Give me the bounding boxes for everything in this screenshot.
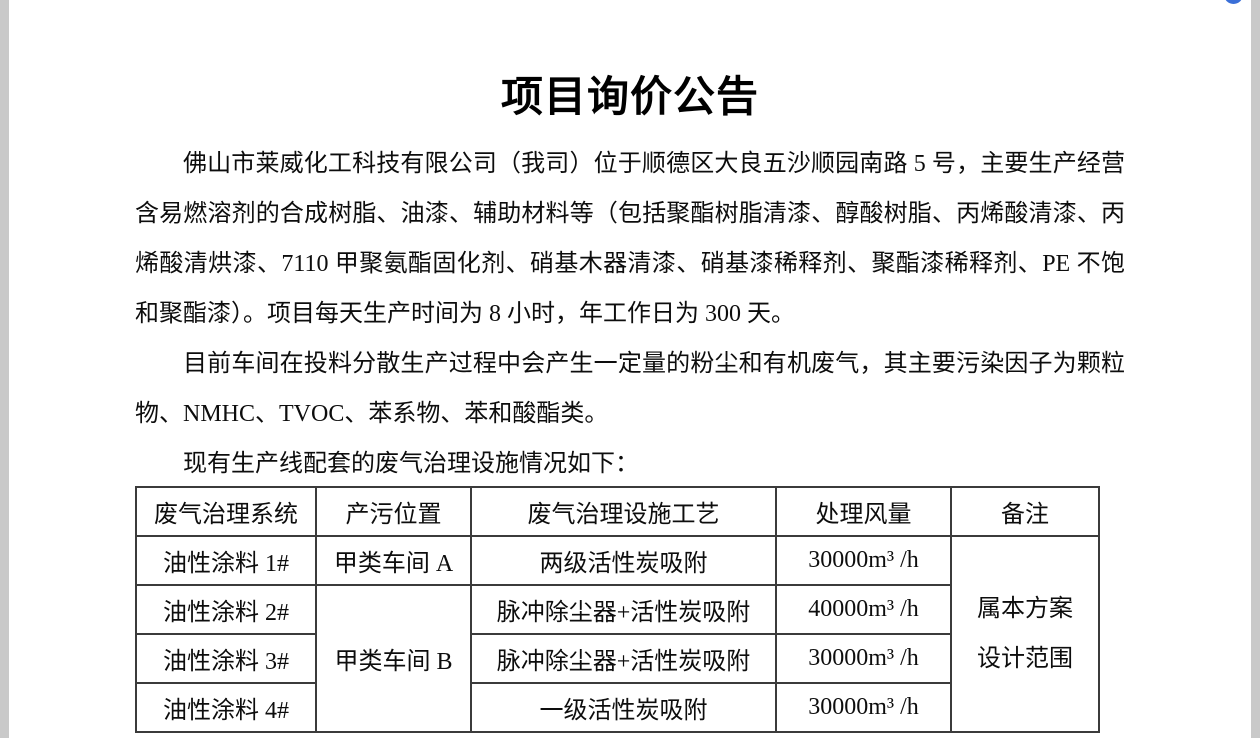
- cell-airflow: 40000m³ /h: [775, 584, 952, 635]
- header-cell-process: 废气治理设施工艺: [470, 486, 777, 537]
- remark-line-2: 设计范围: [977, 646, 1073, 672]
- table-row: 油性涂料 1# 甲类车间 A 两级活性炭吸附 30000m³ /h 属本方案 设…: [135, 535, 1100, 733]
- header-cell-location: 产污位置: [315, 486, 472, 537]
- cell-process: 脉冲除尘器+活性炭吸附: [470, 633, 777, 684]
- table-row: 油性涂料 2# 甲类车间 B 脉冲除尘器+活性炭吸附 40000m³ /h: [135, 584, 1099, 733]
- cell-airflow: 30000m³ /h: [775, 535, 952, 586]
- table-row: 油性涂料 4# 一级活性炭吸附 30000m³ /h: [135, 682, 1099, 733]
- cell-remark-merged: 属本方案 设计范围: [950, 535, 1100, 733]
- cell-process: 脉冲除尘器+活性炭吸附: [470, 584, 777, 635]
- page-title: 项目询价公告: [500, 75, 759, 121]
- cell-location: 甲类车间 A: [315, 535, 472, 586]
- scrollbar-track[interactable]: [1251, 0, 1260, 738]
- cell-process: 一级活性炭吸附: [470, 682, 777, 733]
- cell-system: 油性涂料 1#: [135, 535, 317, 586]
- paragraph-table-lead-in: 现有生产线配套的废气治理设施情况如下：: [183, 451, 639, 477]
- paragraph-company-intro: 佛山市莱威化工科技有限公司（我司）位于顺德区大良五沙顺园南路 5 号，主要生产经…: [135, 151, 1125, 327]
- header-cell-airflow: 处理风量: [775, 486, 952, 537]
- table-row: 油性涂料 3# 脉冲除尘器+活性炭吸附 30000m³ /h: [135, 633, 1099, 684]
- blue-dot-icon[interactable]: [1224, 0, 1243, 4]
- document-body: 佛山市莱威化工科技有限公司（我司）位于顺德区大良五沙顺园南路 5 号，主要生产经…: [135, 139, 1125, 489]
- cell-system: 油性涂料 2#: [135, 584, 317, 635]
- paragraph-pollutants: 目前车间在投料分散生产过程中会产生一定量的粉尘和有机废气，其主要污染因子为颗粒物…: [135, 351, 1125, 427]
- header-cell-system: 废气治理系统: [135, 486, 317, 537]
- remark-line-1: 属本方案: [977, 596, 1073, 622]
- cell-airflow: 30000m³ /h: [775, 682, 952, 733]
- cell-location-merged: 甲类车间 B: [315, 584, 472, 733]
- cell-system: 油性涂料 3#: [135, 633, 317, 684]
- waste-gas-facilities-table: 废气治理系统 产污位置 废气治理设施工艺 处理风量 备注 油性涂料 1# 甲类车…: [135, 486, 1100, 733]
- header-cell-remark: 备注: [950, 486, 1100, 537]
- page-gutter-left: [0, 0, 9, 738]
- table-header-row: 废气治理系统 产污位置 废气治理设施工艺 处理风量 备注: [135, 486, 1100, 537]
- cell-airflow: 30000m³ /h: [775, 633, 952, 684]
- cell-system: 油性涂料 4#: [135, 682, 317, 733]
- cell-process: 两级活性炭吸附: [470, 535, 777, 586]
